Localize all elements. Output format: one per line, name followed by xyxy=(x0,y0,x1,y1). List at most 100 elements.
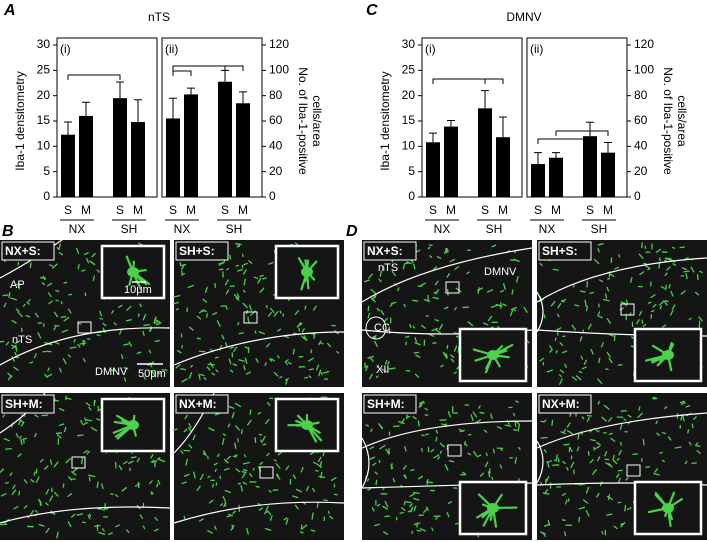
microglia xyxy=(227,423,231,428)
plot-frame xyxy=(161,37,263,198)
microglia xyxy=(243,289,246,293)
microglia xyxy=(8,291,11,298)
y-tick-label: 20 xyxy=(37,88,51,102)
microglia xyxy=(23,505,28,509)
microglia xyxy=(598,357,601,364)
microglia xyxy=(484,461,489,468)
microglia xyxy=(41,414,49,417)
y-tick-label: 0 xyxy=(408,189,415,203)
microglia xyxy=(420,282,426,287)
bar xyxy=(131,122,145,197)
microglia-soma xyxy=(301,267,313,277)
microglia xyxy=(2,414,6,418)
microglia xyxy=(115,494,119,498)
y2-tick-label: 80 xyxy=(269,88,283,102)
microglia xyxy=(584,299,587,307)
microglia xyxy=(243,262,248,266)
microglia xyxy=(47,282,53,287)
microglia xyxy=(81,521,86,524)
scale-bar-label: 50μm xyxy=(138,368,166,380)
microglia xyxy=(91,252,96,258)
microglia xyxy=(181,481,187,485)
microglia xyxy=(516,275,519,283)
microglia xyxy=(18,490,21,496)
microglia xyxy=(216,320,221,327)
microglia xyxy=(35,476,40,483)
error-bar xyxy=(169,97,177,119)
microglia xyxy=(543,314,546,319)
microglia xyxy=(86,258,90,264)
microglia xyxy=(619,424,623,430)
microglia xyxy=(258,433,263,436)
microglia xyxy=(316,501,320,508)
microglia xyxy=(608,416,613,422)
micrograph: NX+S: nTS DMNV CC XII xyxy=(361,240,533,387)
microglia xyxy=(214,468,217,472)
microglia xyxy=(237,438,239,443)
microglia xyxy=(15,308,20,313)
microglia xyxy=(430,448,435,453)
microglia xyxy=(435,517,438,520)
microglia xyxy=(682,401,686,404)
microglia xyxy=(226,515,231,518)
microglia xyxy=(262,277,267,280)
microglia xyxy=(298,328,301,332)
microglia xyxy=(369,446,375,450)
microglia xyxy=(653,396,658,400)
microglia xyxy=(650,310,655,313)
microglia xyxy=(188,422,192,429)
microglia xyxy=(419,528,427,532)
microglia xyxy=(608,333,615,337)
microglia xyxy=(630,336,635,339)
microglia xyxy=(123,343,129,346)
microglia xyxy=(48,300,53,305)
microglia xyxy=(180,450,184,455)
microglia xyxy=(53,311,59,318)
microglia xyxy=(128,341,132,347)
microglia xyxy=(270,307,275,314)
microglia xyxy=(255,485,260,488)
y2-axis-label: cells/area xyxy=(675,95,689,147)
microglia xyxy=(688,441,692,446)
bar xyxy=(601,152,615,197)
microglia xyxy=(614,266,619,270)
microglia xyxy=(655,420,658,425)
microglia xyxy=(243,364,246,371)
microglia xyxy=(213,462,218,466)
microglia xyxy=(578,483,586,486)
microglia xyxy=(11,344,18,349)
microglia xyxy=(82,421,88,426)
microglia xyxy=(218,262,224,265)
microglia xyxy=(33,471,36,476)
microglia xyxy=(172,428,178,431)
x-tick-label: M xyxy=(446,203,456,217)
microglia xyxy=(379,444,386,450)
microglia xyxy=(379,270,382,277)
microglia xyxy=(685,404,691,408)
error-bar xyxy=(447,119,455,127)
microglia xyxy=(666,266,671,271)
microglia xyxy=(630,277,633,283)
panel-letter: D xyxy=(346,223,358,240)
microglia xyxy=(315,364,320,371)
microglia xyxy=(409,323,412,328)
microglia xyxy=(429,255,433,259)
x-tick-label: M xyxy=(551,203,561,217)
microglia xyxy=(509,309,514,317)
microglia xyxy=(367,355,374,359)
microglia xyxy=(574,304,580,307)
microglia xyxy=(188,372,193,379)
microglia xyxy=(435,429,439,434)
microglia xyxy=(248,472,253,477)
microglia xyxy=(63,426,67,433)
microglia xyxy=(285,379,288,385)
microglia xyxy=(125,319,133,322)
microglia xyxy=(260,439,263,444)
microglia xyxy=(491,476,494,480)
microglia xyxy=(695,442,699,446)
microglia xyxy=(624,504,627,512)
microglia xyxy=(367,313,371,319)
microglia xyxy=(313,332,316,339)
microglia xyxy=(540,420,545,423)
microglia xyxy=(235,243,242,246)
